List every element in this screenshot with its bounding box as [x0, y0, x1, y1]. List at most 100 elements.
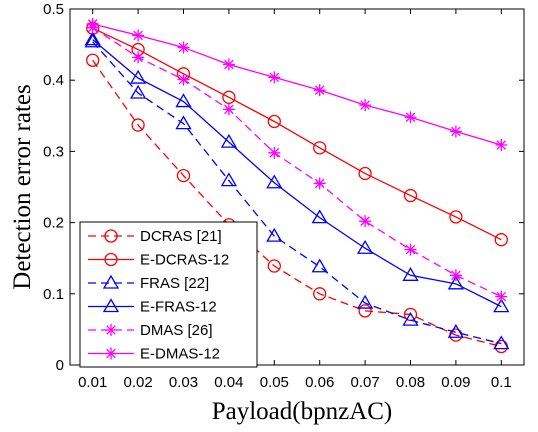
series-6 [86, 17, 508, 151]
y-tick-label: 0.1 [43, 286, 64, 303]
data-point [86, 17, 99, 30]
data-point [449, 210, 463, 224]
data-point [313, 177, 326, 190]
data-point [494, 233, 508, 247]
x-tick-label: 0.05 [260, 374, 289, 391]
data-point [493, 335, 510, 350]
data-point [176, 168, 191, 183]
data-point [222, 58, 235, 71]
data-point [268, 146, 281, 159]
series-4 [84, 31, 510, 313]
series-1 [86, 53, 508, 354]
series-line [92, 27, 502, 241]
data-point [404, 243, 417, 256]
data-point [132, 29, 145, 42]
x-tick-label: 0.03 [169, 374, 198, 391]
data-point [313, 287, 327, 301]
data-point [220, 172, 238, 187]
data-point [220, 133, 238, 148]
data-point [268, 71, 281, 84]
data-point [267, 259, 281, 273]
series-line [92, 59, 502, 348]
series-line [92, 41, 502, 345]
data-point [313, 84, 326, 97]
x-tick-label: 0.04 [214, 374, 243, 391]
series-line [92, 26, 502, 298]
data-point [177, 41, 190, 54]
data-point [358, 166, 372, 181]
data-point [86, 53, 100, 67]
data-point [102, 274, 120, 289]
data-point [359, 215, 372, 228]
data-point [102, 298, 120, 313]
legend-label: DCRAS [21] [140, 228, 222, 245]
axes-box [69, 8, 525, 366]
data-point [447, 323, 465, 338]
data-point [311, 209, 328, 224]
series-line [92, 39, 502, 308]
y-tick-label: 0.3 [43, 143, 64, 160]
data-point [175, 115, 192, 130]
legend-entry: E-DMAS-12 [88, 346, 220, 363]
series-line [92, 23, 502, 146]
data-point [447, 275, 465, 290]
x-tick-label: 0.02 [123, 374, 152, 391]
x-axis-label: Payload(bpnzAC) [212, 398, 393, 425]
data-point [404, 111, 417, 124]
data-point [222, 103, 235, 116]
x-tick-label: 0.1 [491, 374, 512, 391]
data-point [267, 114, 281, 129]
x-tick-label: 0.09 [441, 374, 470, 391]
data-point [129, 69, 147, 84]
y-tick-label: 0.4 [43, 72, 64, 89]
data-point [356, 294, 374, 309]
data-point [449, 269, 462, 282]
x-tick-label: 0.01 [78, 374, 107, 391]
data-point [105, 324, 117, 336]
data-point [177, 73, 190, 86]
x-tick-label: 0.08 [396, 374, 425, 391]
data-point [222, 90, 236, 104]
legend: DCRAS [21] E-DCRAS-12 FRAS [22] E-FRAS-12 DM… [79, 221, 258, 368]
data-point [104, 252, 118, 267]
data-point [129, 84, 147, 99]
data-point [131, 118, 145, 132]
legend-entry: DMAS [26] [88, 322, 213, 339]
data-point [402, 266, 419, 281]
data-point [84, 33, 101, 48]
data-point [84, 31, 101, 46]
legend-entry: E-DCRAS-12 [88, 252, 229, 269]
x-tick-label: 0.06 [305, 374, 334, 391]
series-5 [86, 21, 508, 303]
data-point [493, 298, 510, 313]
data-point [266, 174, 283, 189]
series-layer [84, 17, 510, 354]
x-tick-label: 0.07 [350, 374, 379, 391]
data-point [266, 227, 283, 242]
data-point [313, 141, 327, 155]
data-point [104, 229, 118, 243]
legend-entry: FRAS [22] [88, 274, 209, 292]
legend-label: FRAS [22] [140, 275, 209, 292]
data-point [403, 188, 418, 203]
data-point [359, 99, 372, 112]
data-point [495, 290, 508, 303]
y-tick-label: 0.5 [43, 1, 64, 18]
data-point [175, 93, 192, 108]
data-point [495, 138, 508, 151]
legend-entry: E-FRAS-12 [88, 298, 217, 316]
data-point [311, 258, 328, 273]
legend-label: E-DMAS-12 [140, 346, 220, 363]
data-point [356, 239, 374, 254]
y-tick-label: 0.2 [43, 215, 64, 232]
y-tick-label: 0 [56, 357, 64, 374]
legend-entry: DCRAS [21] [88, 228, 222, 245]
axes-layer: 0.01 0.02 0.03 0.04 0.05 0.06 0.07 0.08 0.09 0.1 0… [43, 1, 525, 391]
legend-box [79, 221, 258, 368]
series-3 [84, 33, 510, 350]
y-axis-label: Detection error rates [9, 84, 36, 289]
data-point [105, 347, 117, 360]
data-point [402, 311, 419, 326]
legend-label: E-FRAS-12 [140, 299, 217, 316]
